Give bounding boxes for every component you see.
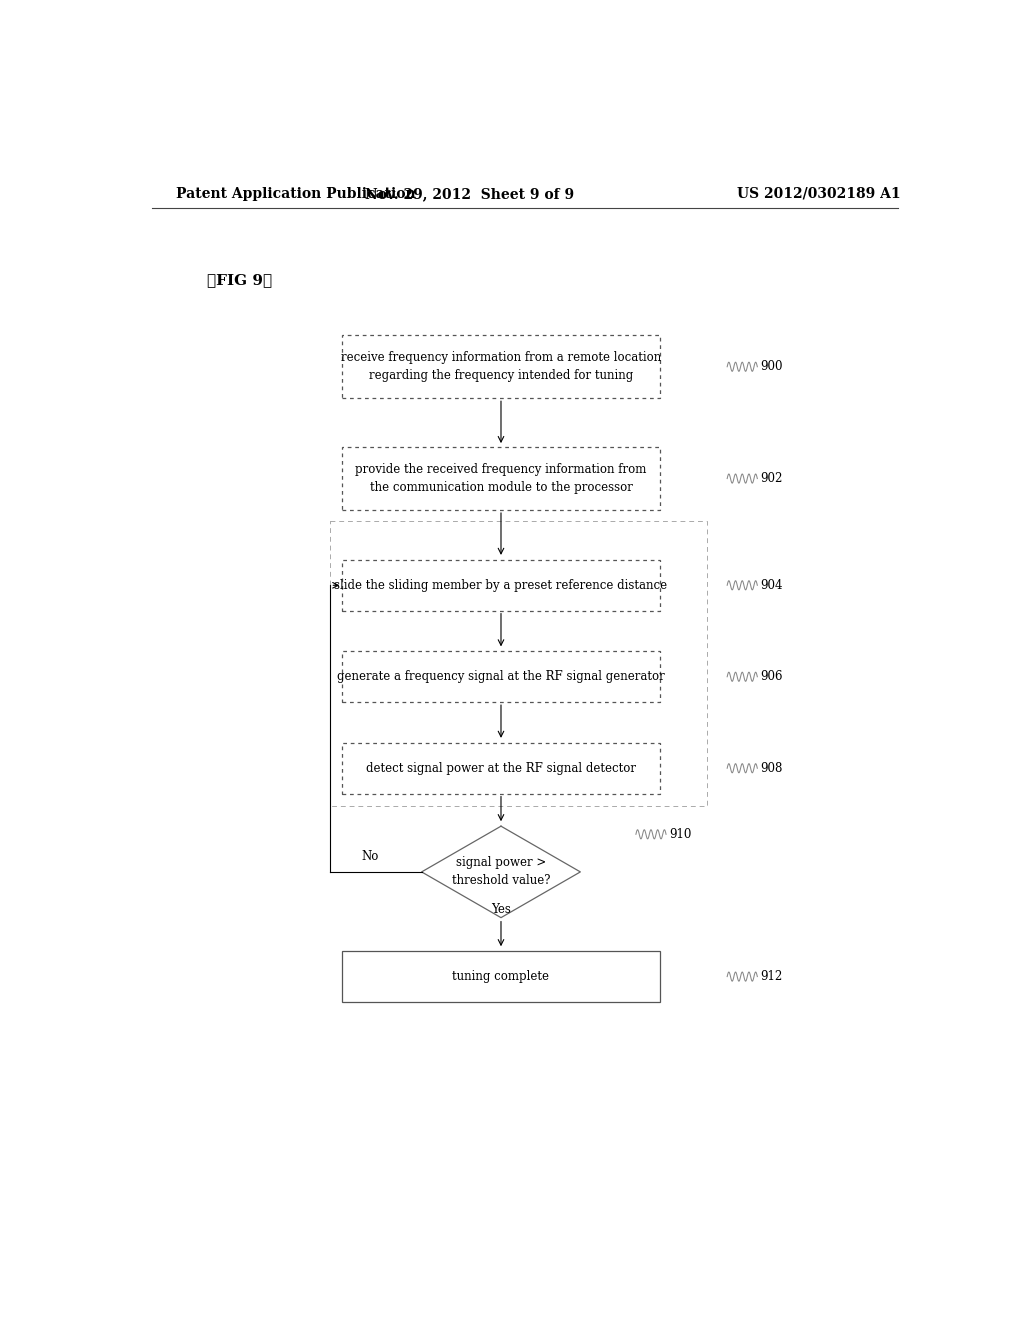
Bar	[342, 335, 659, 399]
Text: 』FIG 9】: 』FIG 9】	[207, 273, 272, 288]
Text: Yes: Yes	[492, 903, 511, 916]
Text: 904: 904	[761, 578, 783, 591]
Bar	[342, 447, 659, 510]
Text: tuning complete: tuning complete	[453, 970, 550, 983]
Bar	[342, 952, 659, 1002]
Text: receive frequency information from a remote location
regarding the frequency int: receive frequency information from a rem…	[341, 351, 662, 383]
Text: slide the sliding member by a preset reference distance: slide the sliding member by a preset ref…	[335, 578, 668, 591]
Text: Patent Application Publication: Patent Application Publication	[176, 187, 416, 201]
Text: provide the received frequency information from
the communication module to the : provide the received frequency informati…	[355, 463, 647, 494]
Bar	[342, 743, 659, 793]
Text: signal power >
threshold value?: signal power > threshold value?	[452, 857, 550, 887]
Text: No: No	[361, 850, 379, 863]
Text: 906: 906	[761, 671, 783, 684]
Text: 908: 908	[761, 762, 783, 775]
Text: 900: 900	[761, 360, 783, 374]
Text: 912: 912	[761, 970, 782, 983]
Text: 902: 902	[761, 473, 783, 484]
Bar	[331, 521, 708, 805]
Text: detect signal power at the RF signal detector: detect signal power at the RF signal det…	[366, 762, 636, 775]
Polygon shape	[422, 826, 581, 917]
Text: US 2012/0302189 A1: US 2012/0302189 A1	[736, 187, 900, 201]
Bar	[342, 651, 659, 702]
Text: Nov. 29, 2012  Sheet 9 of 9: Nov. 29, 2012 Sheet 9 of 9	[365, 187, 573, 201]
Text: 910: 910	[670, 828, 691, 841]
Bar	[342, 560, 659, 611]
Text: generate a frequency signal at the RF signal generator: generate a frequency signal at the RF si…	[337, 671, 665, 684]
